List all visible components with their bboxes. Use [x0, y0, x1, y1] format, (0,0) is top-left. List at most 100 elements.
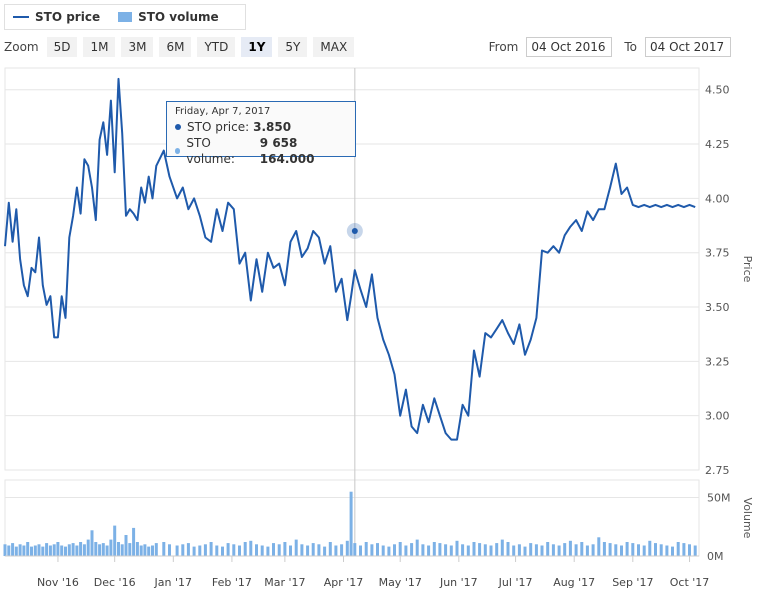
volume-bar — [243, 542, 247, 556]
volume-bar — [139, 545, 143, 556]
volume-bar — [186, 543, 190, 556]
zoom-button-max[interactable]: MAX — [313, 37, 355, 57]
volume-bar — [421, 544, 425, 556]
price-axis-title: Price — [741, 256, 754, 283]
volume-bar — [654, 543, 657, 556]
volume-tick-label: 50M — [707, 492, 731, 505]
volume-bar — [340, 544, 344, 556]
volume-bar — [620, 545, 623, 556]
volume-bar — [226, 543, 230, 556]
volume-bar — [215, 545, 219, 556]
zoom-button-5y[interactable]: 5Y — [278, 37, 308, 57]
volume-bar — [381, 545, 385, 556]
volume-bar — [98, 544, 102, 556]
volume-bar — [238, 545, 241, 556]
volume-series-layer — [3, 491, 697, 556]
volume-bar — [489, 545, 493, 556]
volume-bar — [466, 545, 470, 556]
volume-bar — [483, 544, 487, 556]
volume-tick-label: 0M — [707, 550, 724, 563]
volume-bar — [113, 525, 117, 556]
volume-bar — [693, 545, 697, 556]
x-tick-label: Mar '17 — [264, 576, 305, 589]
volume-bar — [209, 542, 213, 556]
volume-bar — [676, 542, 680, 556]
volume-bar — [48, 545, 52, 556]
zoom-button-3m[interactable]: 3M — [121, 37, 154, 57]
volume-bar — [221, 546, 224, 556]
from-date-input[interactable] — [526, 37, 613, 57]
date-range: From To — [489, 36, 731, 58]
tooltip-price-label: STO price: — [187, 120, 250, 134]
volume-bar — [41, 546, 45, 556]
zoom-button-ytd[interactable]: YTD — [197, 37, 236, 57]
volume-bar — [591, 544, 595, 556]
x-tick-label: Jun '17 — [439, 576, 478, 589]
volume-bar — [203, 544, 207, 556]
volume-bar — [478, 543, 482, 556]
volume-bar — [105, 545, 109, 556]
volume-bar — [56, 542, 60, 556]
volume-bar — [18, 544, 22, 556]
legend-label-volume: STO volume — [138, 10, 219, 24]
volume-bar — [688, 544, 691, 556]
price-tick-label: 4.25 — [705, 138, 730, 151]
volume-bar — [7, 545, 11, 556]
volume-bar — [334, 545, 338, 556]
zoom-button-1m[interactable]: 1M — [83, 37, 116, 57]
volume-bar — [52, 544, 56, 556]
volume-bar — [90, 530, 94, 556]
volume-bar — [512, 545, 516, 556]
volume-bar — [272, 543, 275, 556]
volume-bar — [124, 535, 128, 556]
volume-bar — [364, 542, 368, 556]
volume-bar — [255, 544, 258, 556]
volume-bar — [551, 544, 555, 556]
zoom-label: Zoom — [4, 40, 39, 54]
volume-bar — [132, 527, 136, 556]
tooltip-volume-label: STO volume: — [186, 136, 235, 166]
x-tick-label: Feb '17 — [212, 576, 252, 589]
volume-bar — [82, 544, 86, 556]
volume-bar — [30, 546, 33, 556]
price-series-line — [4, 77, 696, 441]
zoom-button-6m[interactable]: 6M — [159, 37, 192, 57]
volume-bar — [461, 544, 465, 556]
volume-bar — [162, 542, 166, 556]
volume-bar — [602, 542, 606, 556]
price-series-layer — [4, 77, 696, 441]
price-tick-label: 4.50 — [705, 84, 730, 97]
volume-bar — [506, 542, 510, 556]
zoom-button-1y[interactable]: 1Y — [241, 37, 273, 57]
volume-bar — [101, 543, 105, 556]
volume-bar — [568, 540, 572, 556]
volume-axis-title: Volume — [741, 498, 754, 539]
tooltip-volume-row: STO volume: 9 658 164.000 — [175, 135, 347, 167]
volume-bar — [283, 542, 287, 556]
price-tick-label: 2.75 — [705, 464, 730, 477]
volume-bar — [557, 545, 561, 556]
volume-bar — [665, 545, 669, 556]
volume-bar — [517, 544, 521, 556]
tooltip-price-row: STO price: 3.850 — [175, 119, 347, 135]
volume-bar — [300, 544, 304, 556]
x-tick-label: Sep '17 — [612, 576, 653, 589]
to-date-input[interactable] — [645, 37, 731, 57]
volume-bar — [117, 542, 120, 556]
volume-bar — [597, 537, 601, 556]
legend-item-price[interactable]: STO price — [13, 10, 100, 24]
tooltip: Friday, Apr 7, 2017 STO price: 3.850 STO… — [166, 101, 356, 166]
volume-bar — [192, 546, 196, 556]
volume-bar — [232, 544, 236, 556]
volume-bar — [33, 545, 37, 556]
volume-bar — [359, 545, 362, 556]
volume-bar — [120, 544, 124, 556]
zoom-button-5d[interactable]: 5D — [46, 37, 78, 57]
legend-item-volume[interactable]: STO volume — [118, 10, 219, 24]
volume-bar — [398, 542, 402, 556]
volume-bar — [317, 544, 321, 556]
volume-dot-icon — [175, 148, 181, 154]
axis-layer: 2.75 3.00 3.25 3.50 3.75 4.00 4.25 4.50 Price 0M 5… — [5, 84, 754, 589]
volume-bar — [64, 546, 67, 556]
